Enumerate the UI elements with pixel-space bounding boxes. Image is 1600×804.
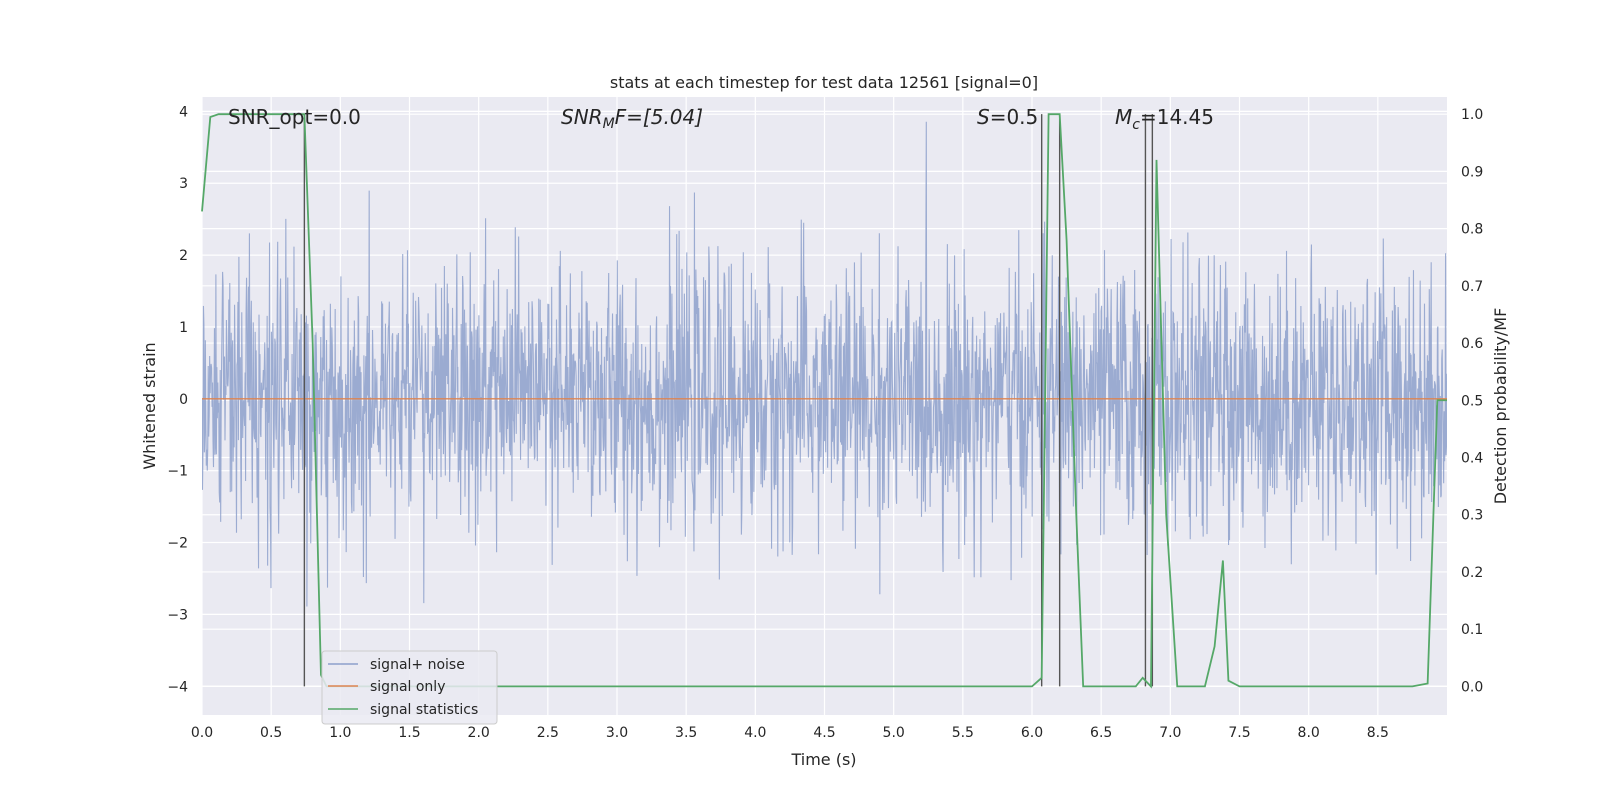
y-left-tick-label: −2 <box>167 536 188 552</box>
annotation-mc-main: M <box>1115 105 1132 129</box>
annotation-mc-rest: =14.45 <box>1140 105 1214 129</box>
y-right-tick-label: 0.9 <box>1461 164 1483 180</box>
y-right-tick-label: 0.2 <box>1461 565 1483 581</box>
y-right-tick-label: 1.0 <box>1461 107 1483 123</box>
x-tick-label: 4.0 <box>744 725 766 741</box>
x-tick-label: 5.5 <box>952 725 974 741</box>
annotation-snr-mf-sub: M <box>603 116 615 132</box>
y-left-tick-label: −3 <box>167 607 188 623</box>
annotation-s-main: S <box>977 105 990 129</box>
x-axis-label: Time (s) <box>790 750 856 769</box>
x-tick-label: 0.5 <box>260 725 282 741</box>
y-left-tick-label: −4 <box>167 679 188 695</box>
y-right-tick-label: 0.1 <box>1461 622 1483 638</box>
x-tick-label: 1.5 <box>398 725 420 741</box>
annotation-snr-mf: SNRMF=[5.04] <box>561 105 703 132</box>
x-tick-label: 7.0 <box>1159 725 1181 741</box>
signal-noise-line <box>202 121 1447 607</box>
legend: signal+ noise signal only signal statist… <box>321 650 498 725</box>
annotation-mc-sub: c <box>1132 117 1140 133</box>
y-left-tick-label: −1 <box>167 464 188 480</box>
y-right-tick-label: 0.7 <box>1461 279 1483 295</box>
annotation-snr-opt: SNR_opt=0.0 <box>228 105 361 129</box>
y-right-tick-label: 0.4 <box>1461 451 1483 467</box>
y-right-tick-label: 0.6 <box>1461 336 1483 352</box>
y-left-tick-label: 2 <box>179 248 188 264</box>
y-right-tick-label: 0.8 <box>1461 222 1483 238</box>
x-tick-label: 2.0 <box>468 725 490 741</box>
y-left-axis-label: Whitened strain <box>140 342 159 469</box>
signal-statistics-line <box>201 113 1447 689</box>
annotation-mc: Mc=14.45 <box>1115 105 1214 133</box>
x-tick-labels: 0.0 0.5 1.0 1.5 2.0 2.5 3.0 3.5 4.0 4.5 5.0 5.5 6.0 6… <box>191 725 1389 741</box>
x-tick-label: 3.0 <box>606 725 628 741</box>
y-left-tick-label: 1 <box>179 320 188 336</box>
x-tick-label: 2.5 <box>537 725 559 741</box>
x-tick-label: 5.0 <box>883 725 905 741</box>
chart-title: stats at each timestep for test data 125… <box>610 73 1038 92</box>
annotation-s: S=0.5 <box>977 105 1038 129</box>
annotation-snr-mf-rest: F=[5.04] <box>615 105 703 129</box>
signal-noise-series <box>202 121 1447 607</box>
y-right-tick-label: 0.0 <box>1461 679 1483 695</box>
legend-label-signal-only: signal only <box>370 679 445 695</box>
x-tick-label: 6.5 <box>1090 725 1112 741</box>
x-tick-label: 8.5 <box>1367 725 1389 741</box>
x-tick-label: 0.0 <box>191 725 213 741</box>
x-tick-label: 1.0 <box>329 725 351 741</box>
legend-box <box>321 650 498 725</box>
x-tick-label: 6.0 <box>1021 725 1043 741</box>
x-tick-label: 7.5 <box>1228 725 1250 741</box>
annotation-snr-mf-main: SNR <box>561 105 603 129</box>
legend-label-signal-noise: signal+ noise <box>370 657 465 673</box>
y-right-tick-label: 0.5 <box>1461 393 1483 409</box>
x-tick-label: 3.5 <box>675 725 697 741</box>
y-right-tick-labels: 0.0 0.1 0.2 0.3 0.4 0.5 0.6 0.7 0.8 0.9 1.0 <box>1461 107 1483 695</box>
y-right-axis-label: Detection probability/MF <box>1491 308 1510 505</box>
y-left-tick-label: 4 <box>179 104 188 120</box>
y-left-tick-label: 3 <box>179 176 188 192</box>
x-tick-label: 8.0 <box>1298 725 1320 741</box>
y-left-tick-label: 0 <box>179 392 188 408</box>
annotation-s-rest: =0.5 <box>990 105 1039 129</box>
legend-label-signal-statistics: signal statistics <box>370 702 478 718</box>
signal-statistics-series <box>201 113 1447 689</box>
y-left-tick-labels: −4 −3 −2 −1 0 1 2 3 4 <box>167 104 188 695</box>
x-tick-label: 4.5 <box>813 725 835 741</box>
y-right-tick-label: 0.3 <box>1461 508 1483 524</box>
